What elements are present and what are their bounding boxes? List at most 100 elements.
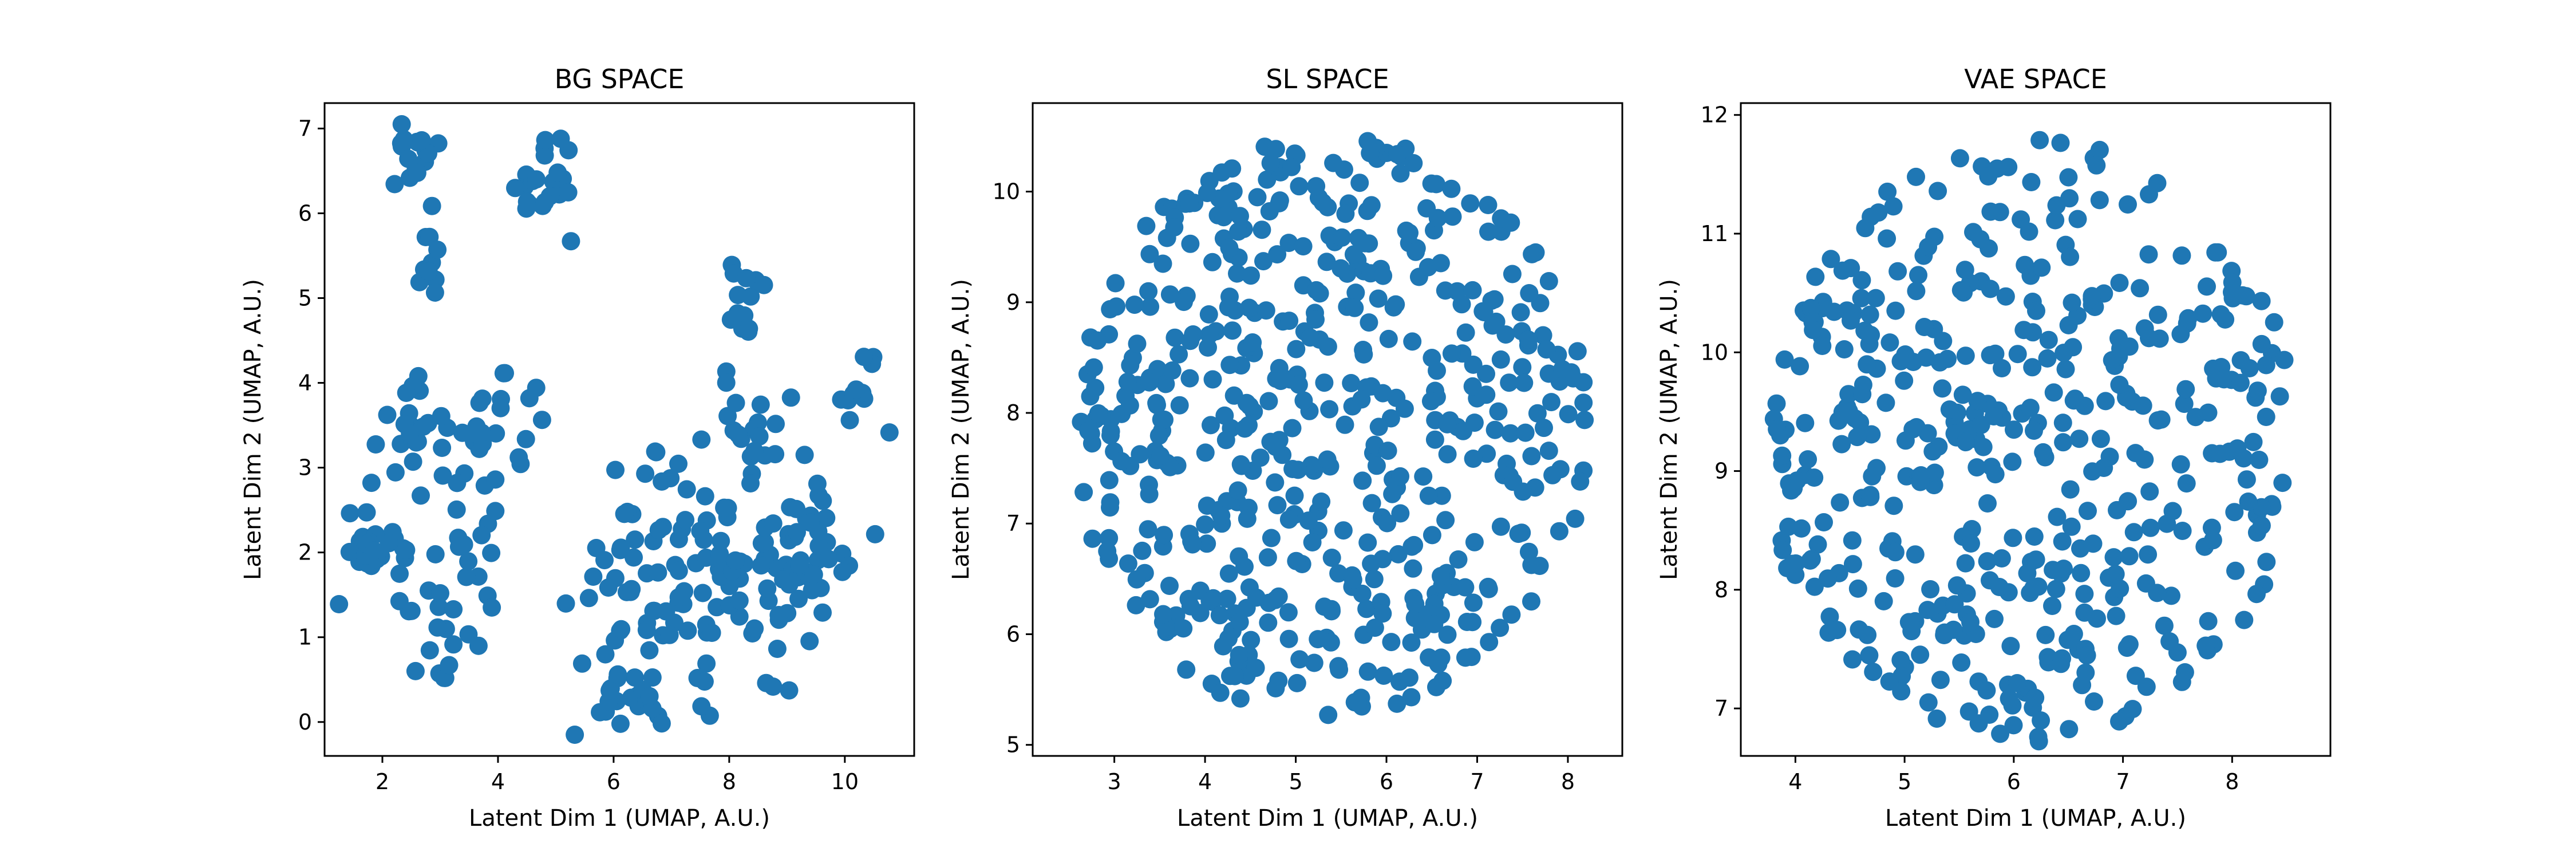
chart-1-point xyxy=(649,521,668,539)
chart-3-x-tick-label: 7 xyxy=(2116,769,2129,794)
chart-3-point xyxy=(1935,626,1954,644)
chart-1-point xyxy=(426,545,445,564)
chart-2-point xyxy=(1429,655,1448,673)
chart-1-point xyxy=(380,534,398,553)
chart-2-point xyxy=(1259,392,1278,411)
chart-2-x-tick-label: 6 xyxy=(1380,769,1393,794)
chart-2-point xyxy=(1160,577,1179,595)
chart-2-point xyxy=(1165,328,1184,347)
chart-2-x-tick-label: 7 xyxy=(1470,769,1484,794)
chart-1-point xyxy=(780,575,799,594)
chart-3-point xyxy=(2239,492,2258,511)
chart-3-y-tick-label: 12 xyxy=(1701,103,1728,128)
chart-2-point xyxy=(1317,253,1336,271)
chart-2-point xyxy=(1330,660,1349,679)
chart-3-point xyxy=(2244,432,2263,451)
chart-3-point xyxy=(2194,304,2212,323)
chart-3-point xyxy=(2257,408,2275,426)
chart-3-point xyxy=(1784,479,1803,498)
chart-2-point xyxy=(1537,340,1556,359)
chart-1-point xyxy=(506,179,524,198)
chart-2-point xyxy=(1141,297,1160,316)
chart-3-point xyxy=(1964,223,1982,242)
chart-2-point xyxy=(1228,264,1246,283)
chart-3-point xyxy=(2199,403,2218,422)
chart-2-point xyxy=(1395,399,1414,418)
chart-3-point xyxy=(2053,413,2072,432)
chart-1-point xyxy=(551,129,570,148)
chart-3-point xyxy=(1820,607,1839,626)
chart-3-point xyxy=(2119,195,2137,214)
chart-3-point xyxy=(2199,612,2218,631)
chart-2-point xyxy=(1350,174,1369,192)
chart-2-point xyxy=(1212,506,1231,525)
chart-1-point xyxy=(660,625,679,644)
chart-3-point xyxy=(2077,646,2096,665)
chart-3-point xyxy=(1768,420,1787,439)
chart-2-y-tick-label: 6 xyxy=(1006,621,1020,647)
chart-3-point xyxy=(1931,671,1950,689)
chart-1-point xyxy=(516,430,535,448)
chart-2-point xyxy=(1257,301,1275,320)
chart-2-point xyxy=(1140,373,1159,392)
chart-3-point xyxy=(2052,655,2071,673)
chart-3-point xyxy=(1930,353,1949,372)
chart-3-point xyxy=(2155,616,2174,635)
chart-1-y-tick-label: 4 xyxy=(298,371,312,396)
chart-3-point xyxy=(2240,359,2259,377)
chart-2-point xyxy=(1181,597,1200,616)
chart-3-point xyxy=(1831,493,1850,512)
chart-3-y-tick-label: 11 xyxy=(1701,221,1728,246)
chart-1-point xyxy=(615,505,634,523)
chart-3-point xyxy=(2111,579,2129,598)
chart-1-point xyxy=(764,677,783,696)
chart-1-point xyxy=(800,632,819,651)
chart-3-y-tick-label: 8 xyxy=(1714,577,1728,602)
chart-2-point xyxy=(1344,570,1362,589)
chart-1-point xyxy=(431,584,449,602)
chart-3-point xyxy=(2265,313,2283,332)
chart-3-point xyxy=(2076,663,2095,682)
chart-1-point xyxy=(419,262,438,281)
chart-2-point xyxy=(1266,438,1285,456)
chart-1-point xyxy=(487,424,505,443)
chart-3-point xyxy=(1940,400,1959,419)
chart-1-point xyxy=(741,474,760,492)
chart-2-point xyxy=(1431,254,1450,273)
chart-1-point xyxy=(813,603,832,622)
chart-1-point xyxy=(611,538,630,557)
chart-2-point xyxy=(1198,497,1216,515)
chart-3-point xyxy=(2024,579,2043,598)
chart-1-point xyxy=(378,405,397,424)
chart-2-point xyxy=(1088,331,1107,350)
chart-2-point xyxy=(1489,402,1508,421)
chart-3-point xyxy=(2079,502,2097,521)
chart-2-point xyxy=(1305,653,1323,672)
chart-3-point xyxy=(1815,513,1833,531)
chart-2-point xyxy=(1315,373,1334,392)
chart-3-point xyxy=(1953,385,1972,404)
chart-3-point xyxy=(2177,474,2196,493)
chart-3-point xyxy=(2044,383,2063,402)
chart-2-point xyxy=(1183,535,1202,554)
chart-3-point xyxy=(1799,450,1818,469)
chart-2-point xyxy=(1428,208,1447,227)
chart-2-point xyxy=(1214,637,1232,656)
chart-1-point xyxy=(676,511,695,530)
chart-2-point xyxy=(1463,377,1482,396)
chart-2-point xyxy=(1391,467,1409,486)
chart-2-point xyxy=(1553,360,1572,379)
chart-2-point xyxy=(1428,361,1446,380)
chart-3-point xyxy=(2237,287,2255,306)
chart-2-point xyxy=(1422,174,1441,193)
chart-1-point xyxy=(693,584,712,602)
chart-2-point xyxy=(1500,373,1519,392)
chart-1-point xyxy=(408,163,426,182)
chart-3-point xyxy=(2226,561,2245,580)
chart-3-point xyxy=(2014,321,2033,340)
chart-1-point xyxy=(595,551,614,570)
chart-2-point xyxy=(1268,496,1287,515)
chart-1-y-tick-label: 5 xyxy=(298,286,312,311)
chart-2-point xyxy=(1421,392,1440,411)
chart-1-point xyxy=(470,393,489,412)
